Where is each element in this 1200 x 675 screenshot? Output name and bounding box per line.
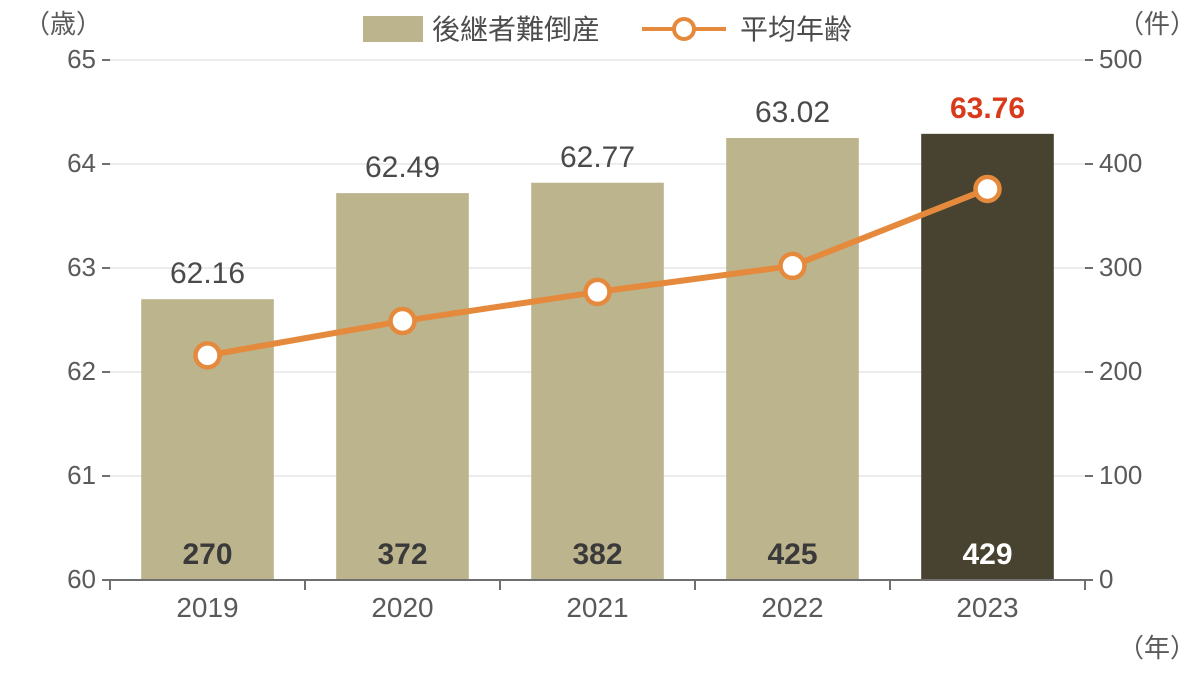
ytick-left-4: 64 [67, 148, 96, 179]
bar-value-3: 425 [748, 538, 838, 572]
ytick-right-1: 100 [1099, 460, 1142, 491]
line-value-1: 62.49 [343, 151, 463, 185]
ytick-right-5: 500 [1099, 44, 1142, 75]
legend-line-label: 平均年齢 [740, 8, 852, 48]
left-axis-unit: （歳） [24, 4, 102, 41]
ytick-right-4: 400 [1099, 148, 1142, 179]
xtick-3: 2022 [743, 592, 843, 624]
ytick-right-2: 200 [1099, 356, 1142, 387]
xtick-4: 2023 [938, 592, 1038, 624]
ytick-left-1: 61 [67, 460, 96, 491]
legend-bar-swatch [363, 16, 423, 42]
xtick-2: 2021 [548, 592, 648, 624]
xtick-1: 2020 [353, 592, 453, 624]
bar-value-4: 429 [943, 538, 1033, 572]
combo-chart: 後継者難倒産 平均年齢 （歳） （件） （年） 270 372 382 425 429 6… [0, 0, 1200, 675]
line-value-0: 62.16 [148, 257, 268, 291]
ytick-right-0: 0 [1099, 564, 1113, 595]
ytick-left-2: 62 [67, 356, 96, 387]
ytick-left-3: 63 [67, 252, 96, 283]
ytick-left-0: 60 [67, 564, 96, 595]
x-axis-unit: （年） [1118, 628, 1196, 665]
bar-value-2: 382 [553, 538, 643, 572]
legend-line-marker [672, 17, 696, 41]
bar-value-0: 270 [163, 538, 253, 572]
ytick-left-5: 65 [67, 44, 96, 75]
xtick-0: 2019 [158, 592, 258, 624]
line-value-4: 63.76 [928, 92, 1048, 126]
line-value-2: 62.77 [538, 141, 658, 175]
right-axis-unit: （件） [1118, 4, 1196, 41]
ytick-right-3: 300 [1099, 252, 1142, 283]
bar-value-1: 372 [358, 538, 448, 572]
line-value-3: 63.02 [733, 96, 853, 130]
legend-bar-label: 後継者難倒産 [432, 8, 600, 48]
